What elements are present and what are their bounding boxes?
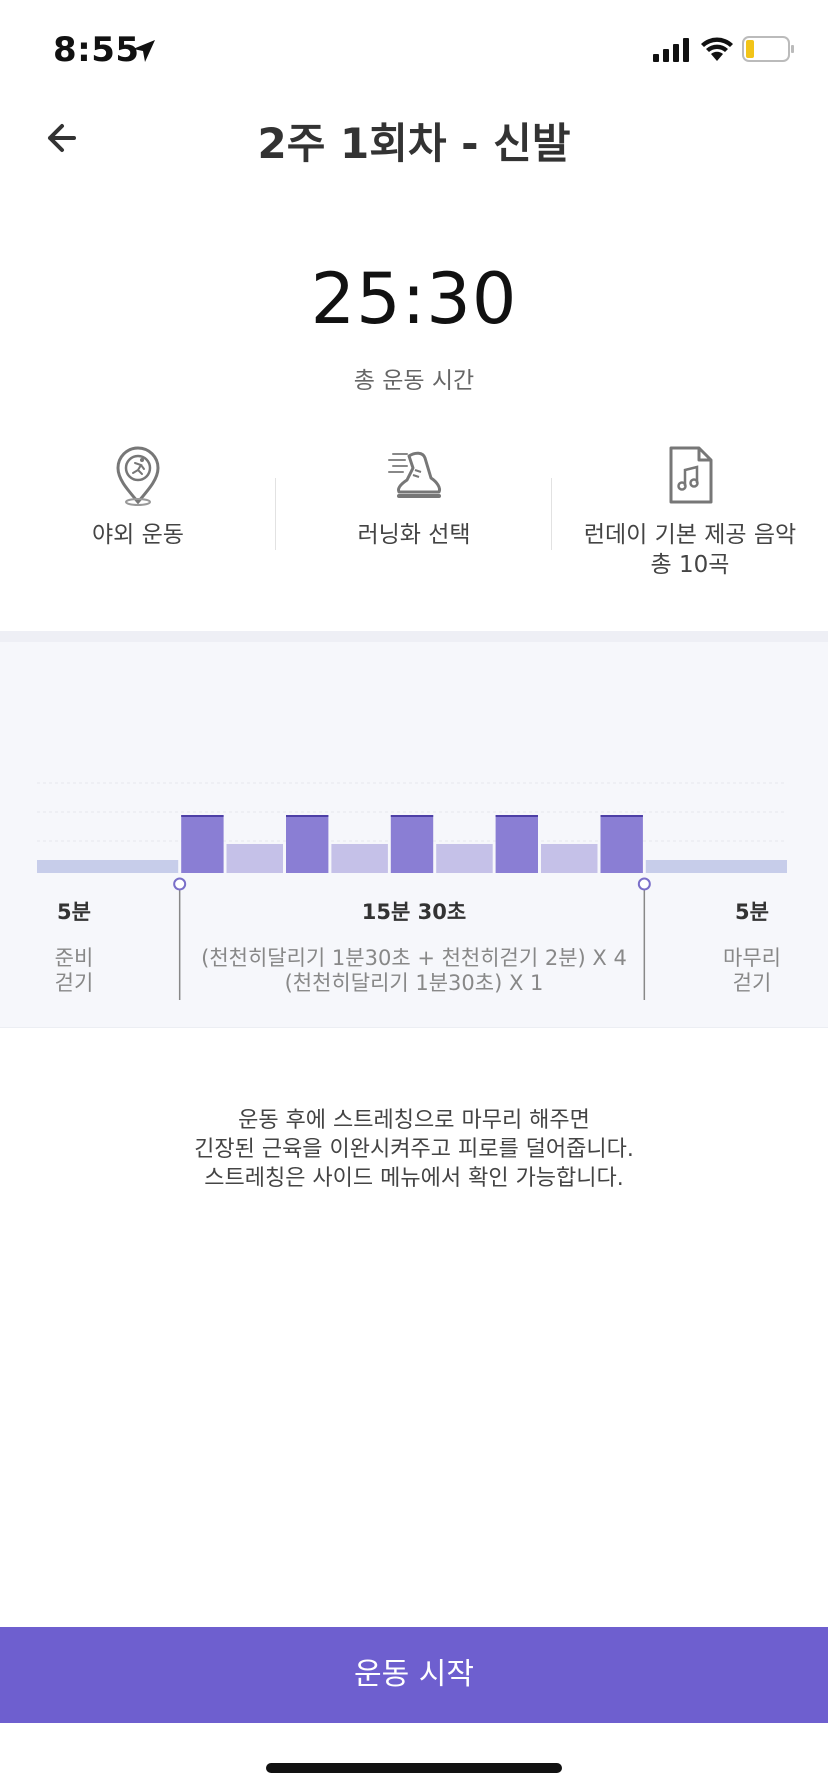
option-running-shoe-label: 러닝화 선택 [357, 522, 471, 548]
cooldown-label-line2: 걷기 [732, 971, 772, 995]
chart-bar-walk [331, 844, 388, 873]
battery-icon [742, 36, 794, 62]
warmup-duration: 5분 [57, 900, 91, 924]
chart-bar-walk [226, 844, 283, 873]
option-outdoor[interactable]: 야외 운동 [0, 440, 276, 590]
main-description-line1: (천천히달리기 1분30초 + 천천히걷기 2분) X 4 [201, 946, 627, 970]
chart-bar-walk [541, 844, 598, 873]
chart-bar-run [495, 815, 538, 873]
option-music[interactable]: 런데이 기본 제공 음악 총 10곡 [552, 440, 828, 590]
running-shoe-icon [388, 451, 441, 498]
workout-chart-section: 5분 준비 걷기 15분 30초 (천천히달리기 1분30초 + 천천히걷기 2… [0, 642, 828, 1028]
main-description: (천천히달리기 1분30초 + 천천히걷기 2분) X 4 (천천히달리기 1분… [124, 946, 704, 996]
option-music-label-line2: 총 10곡 [650, 552, 730, 578]
status-bar: 8:55 [0, 0, 828, 100]
chart-bar-top [495, 815, 538, 817]
cooldown-label-line1: 마무리 [723, 946, 781, 970]
workout-options: 야외 운동 러닝화 선택 런데이 기본 제공 음악 총 10곡 [0, 440, 828, 590]
phase-marker-dot [637, 877, 651, 891]
chart-bar-top [390, 815, 434, 817]
warmup-label: 준비 걷기 [44, 946, 104, 996]
total-time-value: 25:30 [310, 258, 518, 340]
stretching-tip: 운동 후에 스트레칭으로 마무리 해주면 긴장된 근육을 이완시켜주고 피로를 … [0, 1106, 828, 1193]
option-music-label: 런데이 기본 제공 음악 총 10곡 [552, 520, 828, 580]
option-outdoor-label: 야외 운동 [92, 522, 184, 548]
chart-bar-run [600, 815, 643, 873]
back-button[interactable] [38, 116, 94, 160]
main-duration: 15분 30초 [361, 900, 467, 924]
start-workout-button[interactable]: 운동 시작 [0, 1627, 828, 1723]
warmup-label-line2: 걷기 [54, 971, 94, 995]
chart-bar-run [286, 815, 329, 873]
option-music-label-line1: 런데이 기본 제공 음악 [583, 522, 797, 548]
option-divider [551, 478, 552, 550]
status-time: 8:55 [53, 30, 140, 70]
page-title: 2주 1회차 - 신발 [257, 119, 571, 168]
wifi-icon [701, 37, 733, 61]
phase-marker-dot [173, 877, 187, 891]
chart-bar-top [181, 815, 224, 817]
chart-bar-run [390, 815, 434, 873]
cooldown-duration: 5분 [735, 900, 769, 924]
chart-bar-run [181, 815, 224, 873]
tip-line3: 스트레칭은 사이드 메뉴에서 확인 가능합니다. [204, 1166, 624, 1191]
total-time-label: 총 운동 시간 [353, 368, 475, 394]
location-arrow-icon [133, 40, 155, 62]
chart-bar-walk [436, 844, 493, 873]
workout-interval-chart [37, 782, 787, 1000]
tip-line2: 긴장된 근육을 이완시켜주고 피로를 덜어줍니다. [194, 1137, 634, 1162]
music-file-icon [669, 446, 713, 504]
tip-line1: 운동 후에 스트레칭으로 마무리 해주면 [238, 1108, 590, 1133]
chart-bar-top [600, 815, 643, 817]
chart-bar-top [286, 815, 329, 817]
section-separator [0, 631, 828, 642]
main-description-line2: (천천히달리기 1분30초) X 1 [284, 971, 544, 995]
home-indicator [266, 1763, 562, 1773]
option-running-shoe[interactable]: 러닝화 선택 [276, 440, 552, 590]
location-runner-icon [116, 446, 160, 506]
cooldown-label: 마무리 걷기 [712, 946, 792, 996]
back-arrow-icon [48, 124, 76, 152]
cellular-signal-icon [653, 38, 689, 62]
warmup-label-line1: 준비 [54, 946, 94, 970]
chart-bar-walk [645, 860, 787, 873]
option-divider [275, 478, 276, 550]
chart-bar-walk [37, 860, 179, 873]
